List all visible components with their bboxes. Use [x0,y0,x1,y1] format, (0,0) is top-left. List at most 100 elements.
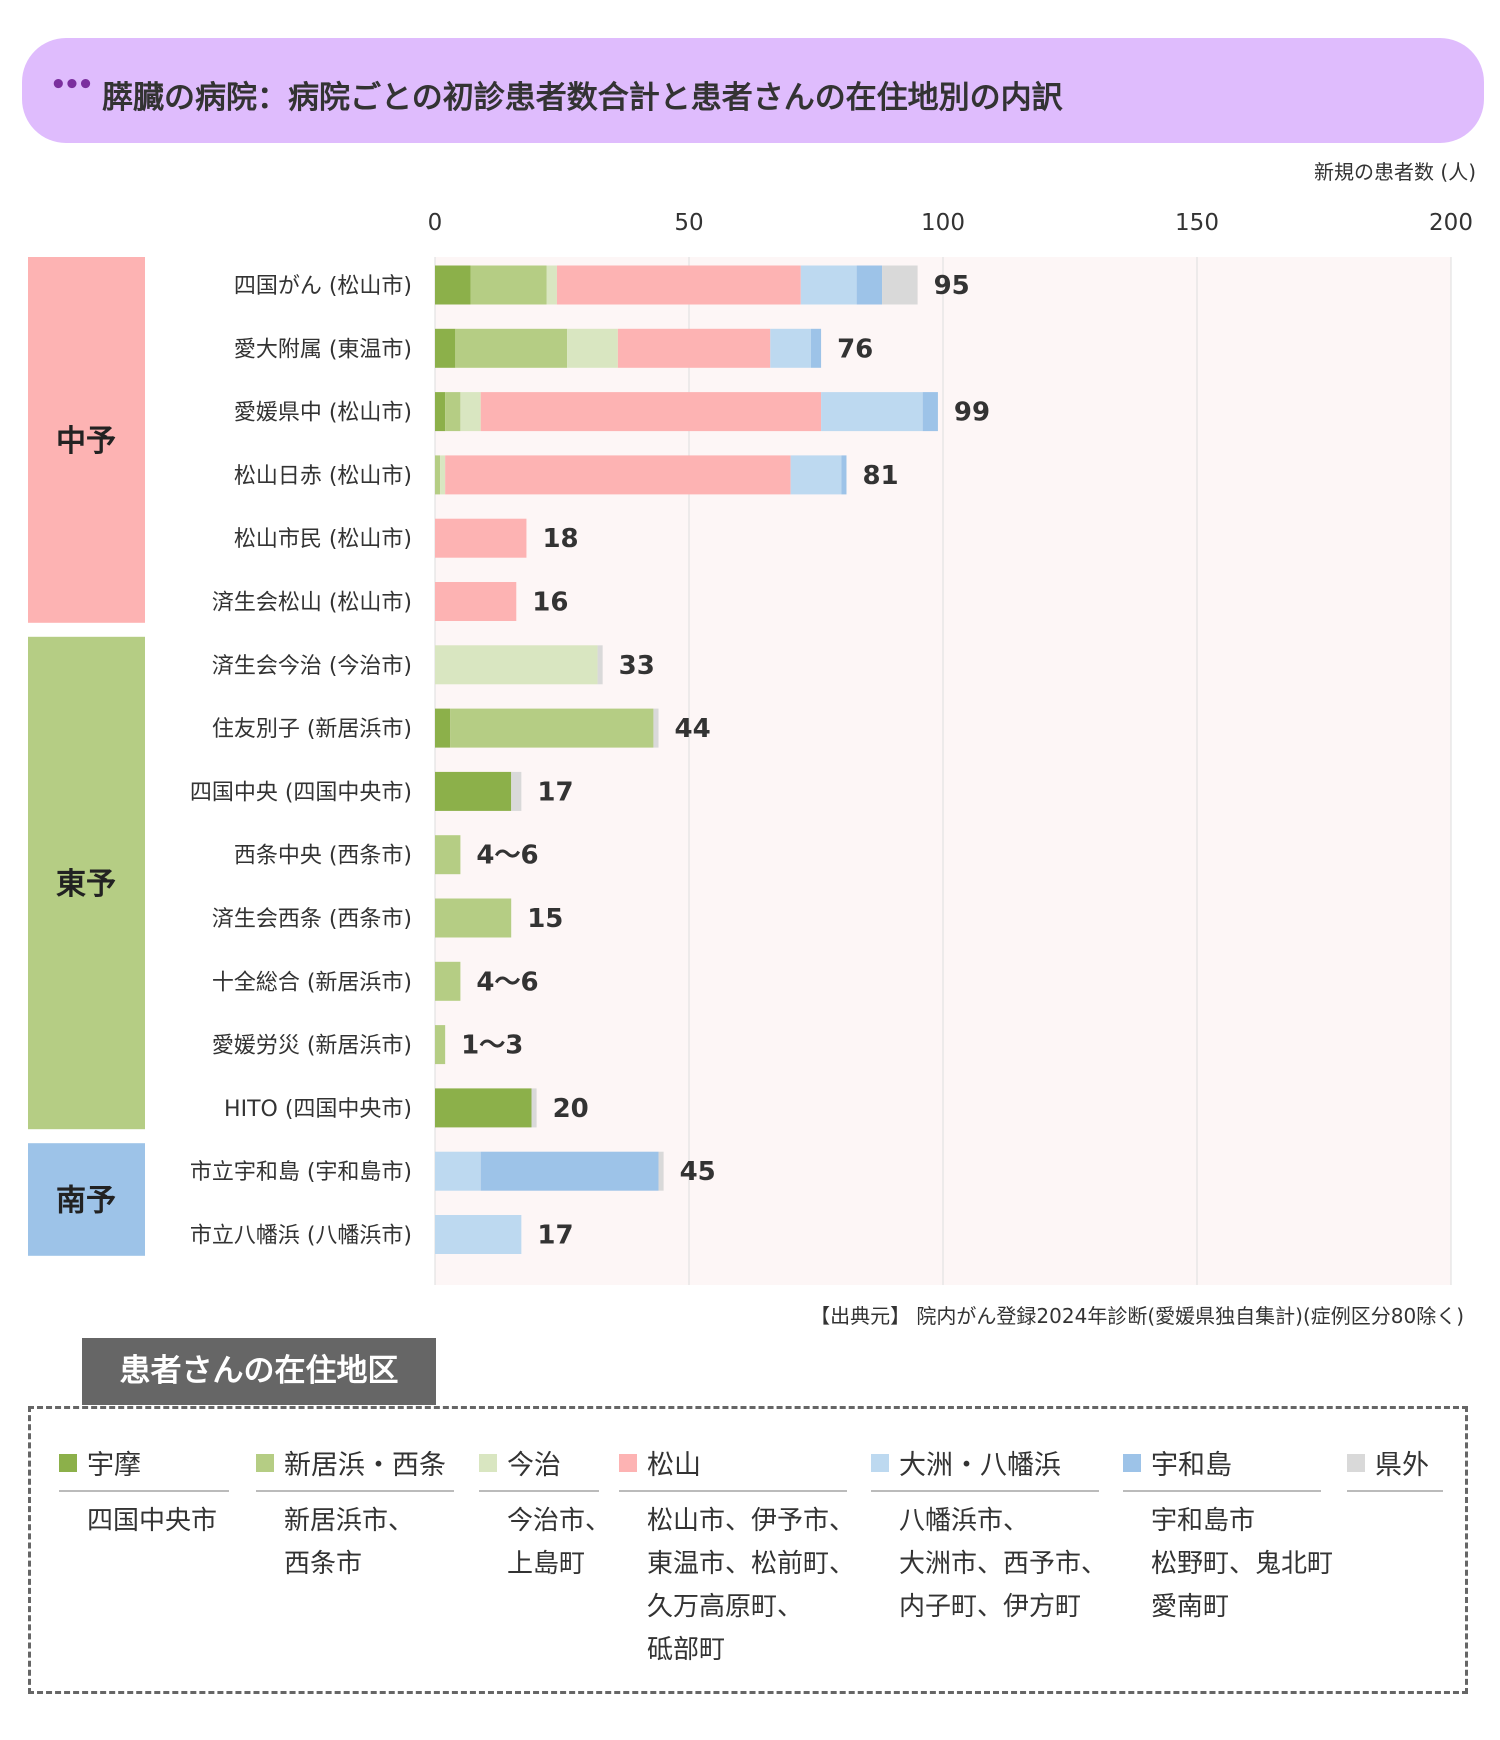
x-tick-label: 0 [428,210,443,236]
bar-segment [658,1151,664,1191]
legend-area-line: 四国中央市 [87,1506,218,1536]
legend-item-header: 大洲・八幡浜 [871,1443,1099,1492]
category-label: 四国中央 (四国中央市) [190,780,412,805]
bar-segment [480,392,822,432]
bar-segment [435,1215,522,1254]
total-label: 1～3 [461,1031,523,1061]
legend-item-name: 大洲・八幡浜 [899,1450,1061,1481]
legend-swatch [1347,1453,1365,1472]
total-label: 16 [532,588,568,618]
legend-area-line: 新居浜市、 [284,1506,415,1536]
bar-segment [445,392,461,432]
legend-item-areas: 新居浜市、 西条市 [256,1500,454,1586]
category-label: 愛媛労災 (新居浜市) [212,1034,412,1059]
category-label: 四国がん (松山市) [234,274,412,299]
legend-box: 宇摩 四国中央市 新居浜・西条 新居浜市、 西条市 今治 今治市、 上島町 松山 松山市、伊予市、… [28,1406,1468,1694]
bar-segment [567,328,618,368]
region-label: 東予 [56,867,116,902]
legend-area-line: 八幡浜市、 [899,1506,1030,1536]
region-label: 中予 [56,424,116,459]
legend-swatch [256,1453,274,1472]
bar-segment [435,708,451,748]
category-label: 松山日赤 (松山市) [234,464,412,489]
title-banner: ••• 膵臓の病院：病院ごとの初診患者数合計と患者さんの在住地別の内訳 [22,38,1484,143]
bar-segment [435,392,446,432]
bar-segment [435,455,441,495]
bar-segment [440,455,446,495]
legend-item-header: 県外 [1347,1443,1443,1492]
bar-segment [653,708,659,748]
bar-segment [821,392,923,432]
bar-segment [435,898,512,938]
legend-area-line: 松山市、伊予市、 [647,1506,856,1536]
legend-area-line: 西条市 [284,1549,363,1579]
legend-item: 大洲・八幡浜 八幡浜市、 大洲市、西予市、 内子町、伊方町 [871,1443,1108,1629]
bar-segment [450,708,654,748]
bar-segment [460,392,481,432]
bar-segment [435,582,517,621]
total-label: 20 [553,1094,589,1124]
x-tick-label: 150 [1175,210,1219,236]
category-label: HITO (四国中央市) [224,1097,412,1122]
bar-segment [922,392,938,432]
total-label: 15 [527,904,563,934]
legend-item: 松山松山市、伊予市、 東温市、松前町、 久万高原町、 砥部町 [619,1443,856,1672]
category-label: 十全総合 (新居浜市) [212,970,412,995]
x-axis-unit-label: 新規の患者数 (人) [1314,160,1476,184]
legend-item-areas: 松山市、伊予市、 東温市、松前町、 久万高原町、 砥部町 [619,1500,856,1672]
bar-segment [531,1088,537,1128]
bar-segment [810,328,822,368]
bar-segment [882,265,918,305]
legend-item-name: 宇摩 [87,1450,141,1481]
bar-segment [455,328,568,368]
legend-item: 県外 [1347,1443,1443,1500]
bar-segment [435,518,527,558]
total-label: 76 [837,334,873,364]
legend-item-name: 松山 [647,1450,701,1481]
region-band [28,636,145,1130]
legend-area-line: 今治市、 [507,1506,612,1536]
bar-segment [480,1151,659,1191]
total-label: 45 [680,1157,716,1187]
bar-segment [435,835,461,875]
bar-segment [556,265,801,305]
category-label: 住友別子 (新居浜市) [212,717,412,742]
legend-item-header: 今治 [479,1443,599,1492]
bar-segment [841,455,847,495]
legend-area-line: 砥部町 [647,1635,726,1665]
category-label: 済生会松山 (松山市) [212,591,412,616]
legend-swatch [479,1453,497,1472]
legend-area-line: 大洲市、西予市、 [899,1549,1108,1579]
legend-item-name: 今治 [507,1450,561,1481]
legend-item-areas: 四国中央市 [59,1500,229,1543]
bar-segment [435,1151,481,1191]
region-band [28,257,145,623]
bar-segment [435,328,456,368]
legend-title: 患者さんの在住地区 [82,1338,436,1405]
legend-item-name: 県外 [1375,1450,1429,1481]
bar-segment [511,771,522,811]
legend-area-line: 松野町、鬼北町 [1151,1549,1334,1579]
total-label: 17 [537,1221,573,1251]
x-tick-label: 50 [674,210,703,236]
bar-segment [617,328,771,368]
total-label: 18 [542,524,578,554]
legend-item: 宇摩 四国中央市 [59,1443,229,1543]
legend-item-name: 宇和島 [1151,1450,1232,1481]
more-dots-icon: ••• [50,70,94,100]
category-label: 市立八幡浜 (八幡浜市) [190,1224,412,1249]
legend-swatch [871,1453,889,1472]
chart-title: 膵臓の病院：病院ごとの初診患者数合計と患者さんの在住地別の内訳 [102,80,1063,116]
category-label: 市立宇和島 (宇和島市) [190,1160,412,1185]
bar-segment [435,1025,446,1065]
category-label: 松山市民 (松山市) [234,527,412,552]
legend-area-line: 愛南町 [1151,1592,1230,1622]
legend-item-name: 新居浜・西条 [284,1450,446,1481]
total-label: 4～6 [476,841,538,871]
source-note: 【出典元】 院内がん登録2024年診断(愛媛県独自集計)(症例区分80除く) [810,1304,1464,1328]
x-tick-label: 100 [921,210,965,236]
bar-segment [445,455,791,495]
bar-segment [470,265,547,305]
x-tick-label: 200 [1429,210,1473,236]
bar-segment [800,265,857,305]
